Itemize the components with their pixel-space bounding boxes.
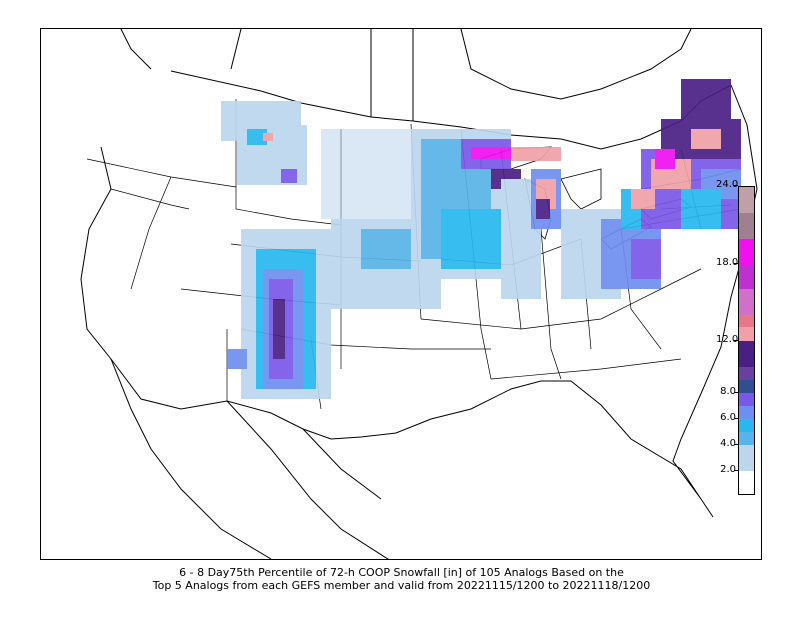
colorbar-tick-mark	[734, 444, 738, 445]
colorbar-tick-mark	[734, 470, 738, 471]
colorbar-tick-label: 24.0	[716, 179, 736, 190]
colorbar-tick-label: 6.0	[716, 412, 736, 423]
colorbar-segment	[739, 187, 754, 213]
colorbar-tick-mark	[734, 185, 738, 186]
colorbar-segment	[739, 419, 754, 432]
colorbar-segment	[739, 432, 754, 445]
colorbar-tick-mark	[734, 263, 738, 264]
colorbar-segment	[739, 265, 754, 289]
map-caption: 6 - 8 Day75th Percentile of 72-h COOP Sn…	[0, 566, 803, 592]
caption-line-2: Top 5 Analogs from each GEFS member and …	[0, 579, 803, 592]
colorbar	[738, 186, 755, 495]
canada-lines	[121, 29, 691, 121]
colorbar-tick-label: 18.0	[716, 257, 736, 268]
colorbar-segment	[739, 445, 754, 471]
colorbar-segment	[739, 471, 754, 494]
colorbar-segment	[739, 213, 754, 239]
snowfall-map	[40, 28, 762, 560]
colorbar-tick-mark	[734, 418, 738, 419]
colorbar-segment	[739, 380, 754, 393]
colorbar-segment	[739, 393, 754, 406]
map-canvas	[41, 29, 762, 560]
colorbar-tick-label: 4.0	[716, 438, 736, 449]
colorbar-segment	[739, 315, 754, 327]
snowfall-shading	[221, 79, 741, 399]
colorbar-segment	[739, 367, 754, 380]
colorbar-tick-mark	[734, 392, 738, 393]
colorbar-segment	[739, 327, 754, 341]
colorbar-segment	[739, 239, 754, 265]
colorbar-tick-mark	[734, 340, 738, 341]
colorbar-tick-label: 12.0	[716, 334, 736, 345]
colorbar-segment	[739, 406, 754, 419]
caption-line-1: 6 - 8 Day75th Percentile of 72-h COOP Sn…	[0, 566, 803, 579]
colorbar-segment	[739, 289, 754, 315]
colorbar-segment	[739, 341, 754, 367]
colorbar-tick-label: 8.0	[716, 386, 736, 397]
colorbar-tick-label: 2.0	[716, 464, 736, 475]
